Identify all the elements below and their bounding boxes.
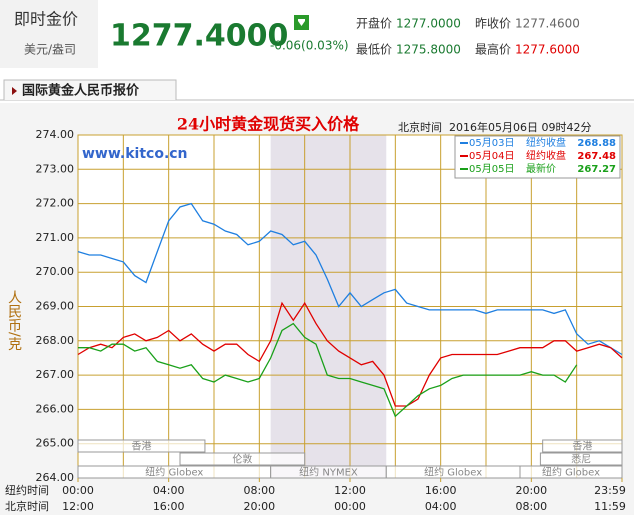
x-tick-label: 08:00	[243, 484, 275, 497]
x-tick-label: 16:00	[153, 500, 185, 513]
series-line	[78, 322, 578, 418]
legend-value: 268.88	[577, 138, 616, 149]
y-axis-label: 人民币/克	[6, 290, 22, 352]
session-bar	[539, 452, 623, 466]
header-unit: 美元/盎司	[24, 43, 76, 57]
session-label: 纽约 Globex	[145, 466, 203, 479]
header-left	[0, 0, 98, 68]
x-tick-label: 12:00	[334, 484, 366, 497]
quote-label: 最高价	[475, 42, 511, 57]
quote-value: 1275.8000	[396, 43, 461, 57]
x-tick-label: 00:00	[334, 500, 366, 513]
x-tick-label: 16:00	[425, 484, 457, 497]
quote-value: 1277.0000	[396, 17, 461, 31]
x-tick-label: 11:59	[594, 500, 626, 513]
change: -0.06(0.03%)	[270, 39, 349, 53]
x-tick-label: 04:00	[153, 484, 185, 497]
legend-name: 05月05日	[469, 163, 514, 175]
series-line	[77, 301, 623, 407]
x-tick-label: 12:00	[62, 500, 94, 513]
x-tick-label: 08:00	[515, 500, 547, 513]
legend-name: 05月03日	[469, 137, 514, 149]
chart-subtitle: 北京时间 2016年05月06日 09时42分	[398, 120, 591, 134]
y-tick-label: 268.00	[36, 334, 75, 347]
session-label: 纽约 Globex	[424, 466, 482, 479]
legend-value: 267.27	[577, 164, 616, 175]
session-label: 香港	[572, 441, 592, 453]
y-tick-label: 273.00	[36, 162, 75, 175]
legend-label: 最新价	[526, 162, 556, 175]
legend-label: 纽约收盘	[526, 136, 566, 149]
session-label: 香港	[131, 441, 151, 453]
y-tick-label: 269.00	[36, 300, 75, 313]
x-tick-label: 23:59	[594, 484, 626, 497]
quote-label: 最低价	[356, 43, 392, 57]
y-tick-label: 267.00	[36, 368, 75, 381]
price: 1277.4000	[110, 19, 288, 54]
x-row-label: 纽约时间	[5, 483, 49, 497]
y-tick-label: 266.00	[36, 402, 75, 415]
legend-value: 267.48	[577, 151, 616, 162]
legend	[454, 135, 621, 179]
x-tick-label: 00:00	[62, 484, 94, 497]
session-label: 纽约 Globex	[542, 466, 600, 479]
session-label: 伦敦	[232, 453, 252, 466]
x-tick-label: 20:00	[243, 500, 275, 513]
header-title: 即时金价	[14, 10, 78, 29]
quote-value: 1277.6000	[515, 43, 580, 57]
y-tick-label: 274.00	[36, 128, 75, 141]
legend-label: 纽约收盘	[526, 149, 566, 162]
session-bar	[519, 465, 623, 479]
session-label: 悉尼	[571, 454, 591, 466]
y-tick-label: 271.00	[36, 231, 75, 244]
tab-label[interactable]: 国际黄金人民币报价	[22, 83, 140, 99]
session-bar	[77, 439, 206, 453]
x-tick-label: 04:00	[425, 500, 457, 513]
quote-value: 1277.4600	[515, 17, 580, 31]
chart-title: 24小时黄金现货买入价格	[177, 115, 360, 134]
tab[interactable]	[3, 79, 177, 100]
y-tick-label: 265.00	[36, 437, 75, 450]
session-bar	[179, 452, 306, 466]
y-tick-label: 270.00	[36, 265, 75, 278]
quote-label: 昨收价	[475, 17, 511, 31]
tab-arrow	[12, 87, 17, 95]
watermark: www.kitco.cn	[82, 146, 188, 162]
y-tick-label: 272.00	[36, 197, 75, 210]
quote-label: 开盘价	[356, 16, 392, 31]
x-row-label: 北京时间	[5, 499, 49, 513]
down-arrow	[298, 19, 305, 26]
session-label: 纽约 NYMEX	[299, 466, 358, 479]
x-tick-label: 20:00	[515, 484, 547, 497]
y-tick-label: 264.00	[36, 471, 75, 484]
legend-name: 05月04日	[469, 150, 514, 162]
series-line	[77, 202, 623, 356]
session-bar	[542, 439, 623, 453]
